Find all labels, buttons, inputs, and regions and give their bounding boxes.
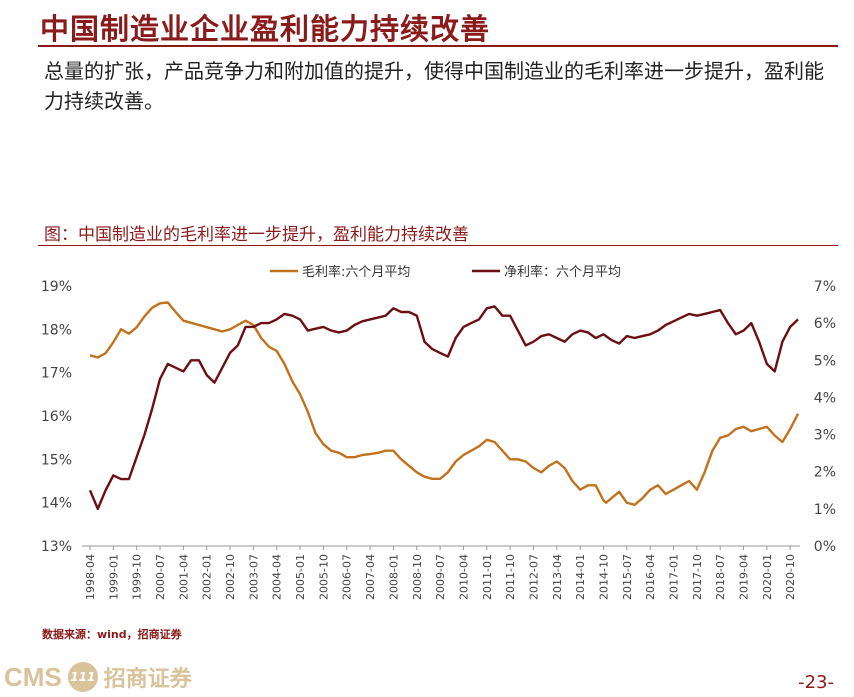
- x-tick-label: 2019-04: [738, 554, 751, 600]
- margin-line-chart: 13% 14% 15% 16% 17% 18% 19% 0% 1% 2% 3% 4% 5% 6% 7% 1…: [41, 264, 836, 600]
- x-tick-label: 2017-01: [668, 554, 681, 600]
- right-tick-label: 7%: [814, 279, 836, 295]
- left-axis-ticks: 13% 14% 15% 16% 17% 18% 19%: [41, 279, 72, 555]
- x-tick-label: 1999-01: [107, 554, 120, 600]
- x-tick-label: 2015-07: [621, 554, 634, 600]
- legend-label: 净利率：六个月平均: [504, 264, 621, 280]
- x-tick-label: 2018-07: [714, 554, 727, 600]
- x-tick-label: 1999-10: [131, 554, 144, 600]
- x-tick-label: 2005-10: [317, 554, 330, 600]
- figure-divider: [38, 245, 838, 246]
- right-tick-label: 3%: [814, 428, 836, 444]
- x-tick-label: 2008-10: [411, 554, 424, 600]
- x-tick-label: 2009-07: [434, 554, 447, 600]
- left-tick-label: 13%: [41, 539, 72, 555]
- company-logo: CMS 111 招商证券: [4, 660, 192, 694]
- page-number: -23-: [798, 672, 834, 693]
- x-tick-label: 2020-10: [784, 554, 797, 600]
- data-source-note: 数据来源：wind，招商证券: [42, 628, 182, 641]
- x-tick-label: 2014-10: [597, 554, 610, 600]
- x-tick-label: 2007-04: [364, 554, 377, 600]
- x-tick-label: 2016-04: [644, 554, 657, 600]
- intro-paragraph: 总量的扩张，产品竞争力和附加值的提升，使得中国制造业的毛利率进一步提升，盈利能力…: [44, 59, 824, 113]
- x-tick-label: 2008-01: [387, 554, 400, 600]
- chart-legend: 毛利率:六个月平均 净利率：六个月平均: [270, 264, 621, 280]
- right-axis-ticks: 0% 1% 2% 3% 4% 5% 6% 7%: [814, 279, 836, 555]
- left-tick-label: 17%: [41, 366, 72, 382]
- x-tick-label: 2013-04: [551, 554, 564, 600]
- x-tick-label: 1998-04: [84, 554, 97, 600]
- x-tick-label: 2020-01: [761, 554, 774, 600]
- left-tick-label: 18%: [41, 322, 72, 338]
- x-tick-label: 2014-01: [574, 554, 587, 600]
- left-tick-label: 14%: [41, 496, 72, 512]
- x-tick-label: 2002-10: [224, 554, 237, 600]
- x-tick-label: 2002-01: [201, 554, 214, 600]
- right-tick-label: 0%: [814, 539, 836, 555]
- logo-chinese: 招商证券: [103, 667, 192, 692]
- right-tick-label: 6%: [814, 316, 836, 332]
- left-tick-label: 19%: [41, 279, 72, 295]
- net-margin-line: [88, 305, 799, 511]
- slide-title: 中国制造业企业盈利能力持续改善: [40, 12, 491, 46]
- right-tick-label: 4%: [814, 390, 836, 406]
- x-tick-label: 2012-07: [527, 554, 540, 600]
- legend-label: 毛利率:六个月平均: [302, 264, 410, 280]
- x-tick-label: 2011-01: [481, 554, 494, 600]
- x-tick-label: 2001-04: [177, 554, 190, 600]
- right-tick-label: 2%: [814, 465, 836, 481]
- figure-caption: 图：中国制造业的毛利率进一步提升，盈利能力持续改善: [44, 225, 469, 245]
- x-tick-label: 2004-04: [271, 554, 284, 600]
- x-tick-label: 2000-07: [154, 554, 167, 600]
- right-tick-label: 5%: [814, 353, 836, 369]
- right-tick-label: 1%: [814, 502, 836, 518]
- x-tick-label: 2003-07: [247, 554, 260, 600]
- x-tick-label: 2011-10: [504, 554, 517, 600]
- series-lines: [88, 301, 800, 511]
- left-tick-label: 16%: [41, 409, 72, 425]
- title-divider: [38, 45, 838, 47]
- logo-latin: CMS: [4, 661, 62, 692]
- gross-margin-line: [89, 301, 800, 506]
- x-tick-label: 2005-01: [294, 554, 307, 600]
- x-tick-label: 2010-04: [457, 554, 470, 600]
- x-tick-label: 2017-10: [691, 554, 704, 600]
- left-tick-label: 15%: [41, 452, 72, 468]
- x-axis: 1998-04 1999-01 1999-10 2000-07 2001-04 2002-…: [82, 545, 800, 600]
- logo-mark: 111: [67, 662, 98, 692]
- x-tick-label: 2006-07: [341, 554, 354, 600]
